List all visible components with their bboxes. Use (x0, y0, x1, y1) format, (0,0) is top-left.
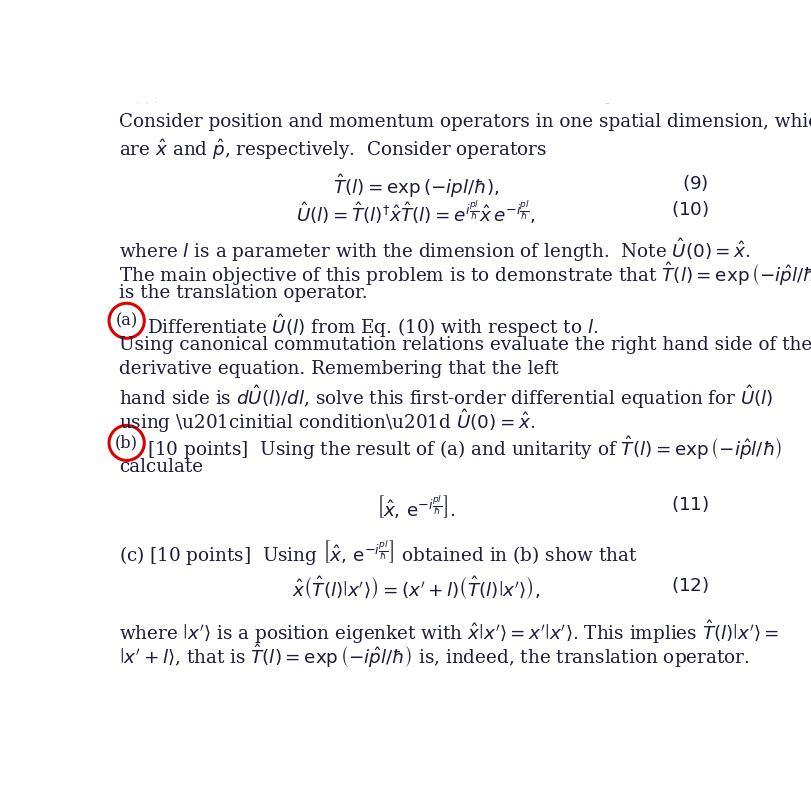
Text: –: – (604, 99, 609, 108)
Text: ·  ·  ·: · · · (136, 99, 158, 108)
Text: $(10)$: $(10)$ (670, 198, 708, 218)
Text: calculate: calculate (119, 458, 203, 476)
Text: (a): (a) (115, 312, 138, 330)
Text: using \u201cinitial condition\u201d $\hat{U}(0) = \hat{x}$.: using \u201cinitial condition\u201d $\ha… (119, 407, 534, 435)
Text: $(9)$: $(9)$ (681, 173, 708, 193)
Text: Differentiate $\hat{U}(l)$ from Eq. (10) with respect to $l$.: Differentiate $\hat{U}(l)$ from Eq. (10)… (148, 313, 598, 340)
Text: (b): (b) (115, 434, 138, 451)
Text: $\left[\hat{x},\,\mathrm{e}^{-i\frac{pl}{\hbar}}\right].$: $\left[\hat{x},\,\mathrm{e}^{-i\frac{pl}… (376, 494, 455, 522)
Text: $\left|x^{\prime}+l\right\rangle$, that is $\hat{T}(l) = \exp\left(-i\hat{p}l/\h: $\left|x^{\prime}+l\right\rangle$, that … (119, 642, 749, 670)
Text: $(11)$: $(11)$ (670, 494, 708, 514)
Text: where $\left|x^{\prime}\right\rangle$ is a position eigenket with $\hat{x}\left|: where $\left|x^{\prime}\right\rangle$ is… (119, 618, 779, 646)
Text: where $l$ is a parameter with the dimension of length.  Note $\hat{U}(0) = \hat{: where $l$ is a parameter with the dimens… (119, 237, 750, 264)
Text: Consider position and momentum operators in one spatial dimension, which: Consider position and momentum operators… (119, 114, 811, 131)
Text: The main objective of this problem is to demonstrate that $\hat{T}(l) = \exp\lef: The main objective of this problem is to… (119, 260, 811, 288)
Text: $\hat{T}(l) = \exp\left(-ipl/\hbar\right),$: $\hat{T}(l) = \exp\left(-ipl/\hbar\right… (333, 173, 499, 200)
Text: hand side is $d\hat{U}(l)/dl$, solve this first-order differential equation for : hand side is $d\hat{U}(l)/dl$, solve thi… (119, 384, 773, 411)
Text: Using canonical commutation relations evaluate the right hand side of the: Using canonical commutation relations ev… (119, 336, 811, 354)
Text: derivative equation. Remembering that the left: derivative equation. Remembering that th… (119, 360, 558, 378)
Text: are $\hat{x}$ and $\hat{p}$, respectively.  Consider operators: are $\hat{x}$ and $\hat{p}$, respectivel… (119, 137, 547, 162)
Text: is the translation operator.: is the translation operator. (119, 284, 367, 302)
Text: $(12)$: $(12)$ (670, 574, 708, 594)
Text: $\hat{U}(l) = \hat{T}(l)^{\dagger}\hat{x}\hat{T}(l) = e^{i\frac{pl}{\hbar}}\hat{: $\hat{U}(l) = \hat{T}(l)^{\dagger}\hat{x… (296, 198, 535, 226)
Text: (c) [10 points]  Using $\left[\hat{x},\,\mathrm{e}^{-i\frac{pl}{\hbar}}\right]$ : (c) [10 points] Using $\left[\hat{x},\,\… (119, 539, 637, 569)
Text: $\hat{x}\left(\hat{T}(l)\left|x^{\prime}\right\rangle\right) = \left(x^{\prime}+: $\hat{x}\left(\hat{T}(l)\left|x^{\prime}… (292, 574, 539, 602)
Text: [10 points]  Using the result of (a) and unitarity of $\hat{T}(l) = \exp\left(-i: [10 points] Using the result of (a) and … (148, 434, 782, 462)
